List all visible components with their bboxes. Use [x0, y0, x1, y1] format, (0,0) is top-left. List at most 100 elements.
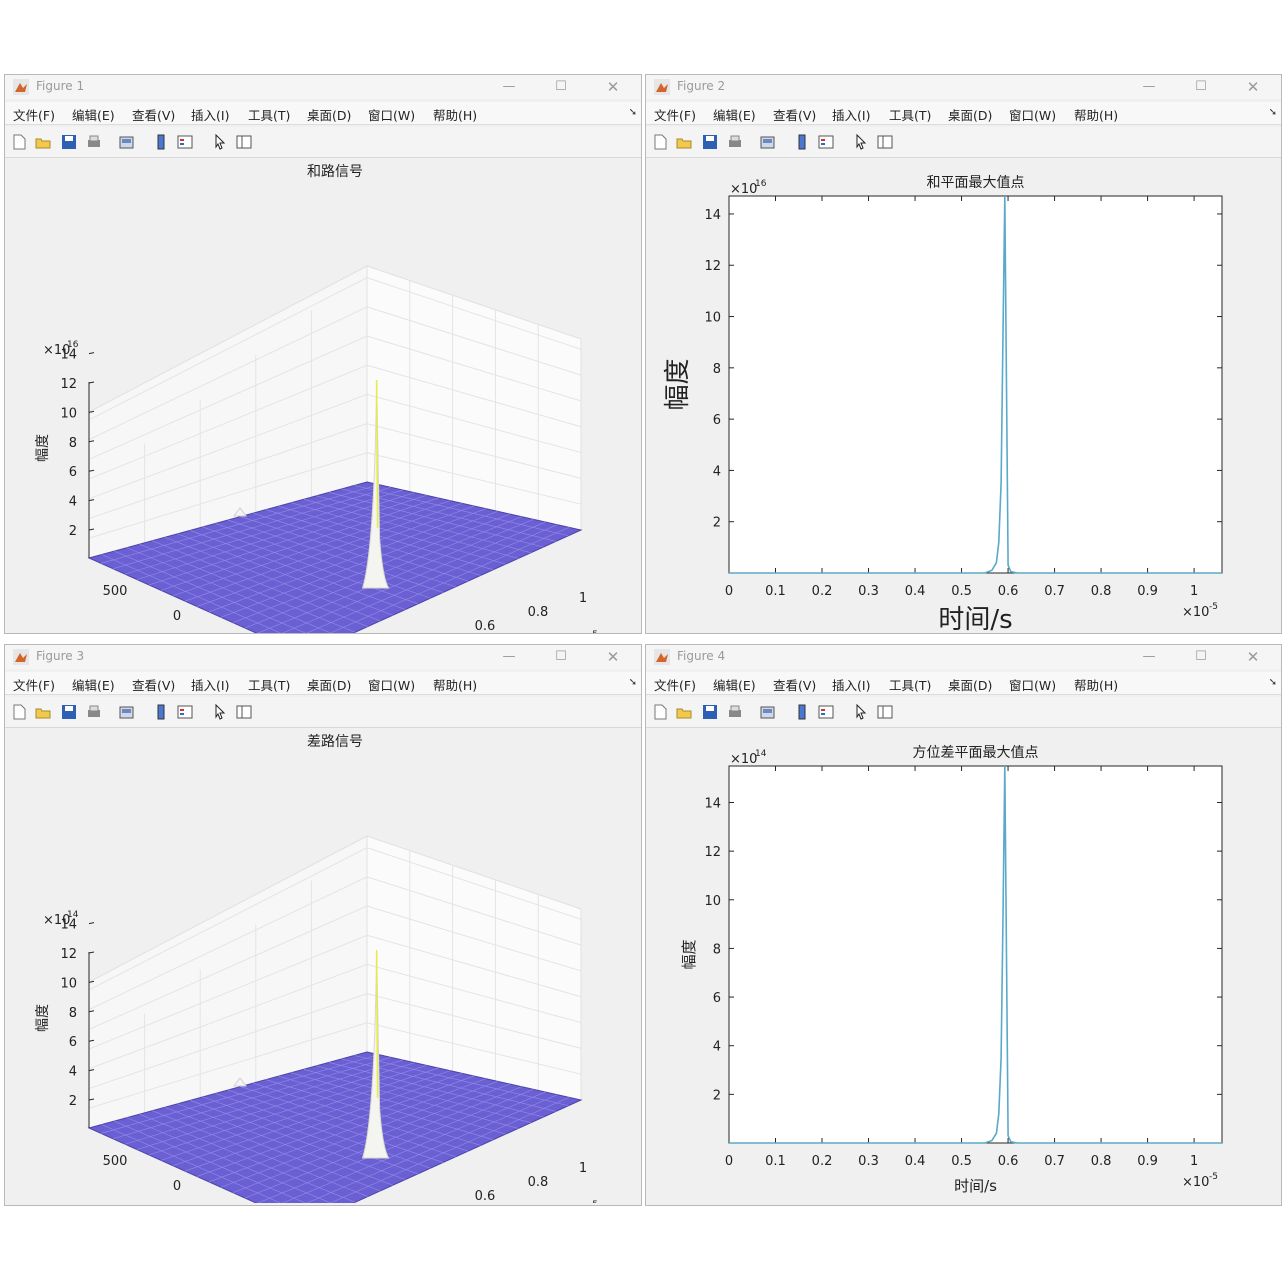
surface-chart[interactable]: 2468101214×10165000-500-100000.20.40.60.… [5, 158, 641, 633]
menu-item[interactable]: 工具(T) [889, 108, 932, 123]
maximize-button[interactable]: ☐ [1195, 79, 1207, 94]
menu-item[interactable]: 查看(V) [132, 678, 176, 693]
z-tick-label: 12 [60, 947, 77, 962]
print-icon[interactable] [85, 703, 103, 721]
minimize-button[interactable]: — [1142, 649, 1156, 664]
menu-item[interactable]: 窗口(W) [1009, 108, 1057, 123]
save-icon[interactable] [701, 703, 719, 721]
new-file-icon[interactable] [10, 703, 28, 721]
open-folder-icon[interactable] [675, 133, 693, 151]
legend-icon[interactable] [176, 133, 194, 151]
colorbar-icon[interactable] [152, 133, 170, 151]
legend-icon[interactable] [817, 133, 835, 151]
menu-item[interactable]: 插入(I) [832, 108, 871, 123]
new-file-icon[interactable] [10, 133, 28, 151]
print-icon[interactable] [726, 703, 744, 721]
menu-item[interactable]: 帮助(H) [1074, 108, 1119, 123]
open-folder-icon[interactable] [34, 133, 52, 151]
legend-icon[interactable] [176, 703, 194, 721]
surface-chart[interactable]: 2468101214×10145000-500-100000.20.40.60.… [5, 728, 641, 1203]
pointer-icon[interactable] [211, 703, 229, 721]
property-editor-icon[interactable] [235, 133, 253, 151]
close-button[interactable]: ✕ [1246, 78, 1260, 96]
y-tick-label: 2 [713, 1088, 721, 1103]
export-icon[interactable] [118, 703, 136, 721]
close-button[interactable]: ✕ [606, 648, 620, 666]
legend-icon[interactable] [817, 703, 835, 721]
menu-item[interactable]: 工具(T) [248, 678, 291, 693]
close-button[interactable]: ✕ [606, 78, 620, 96]
minimize-button[interactable]: — [1142, 79, 1156, 94]
property-editor-icon[interactable] [235, 703, 253, 721]
menu-item[interactable]: 文件(F) [654, 678, 696, 693]
y-tick-label: 500 [103, 584, 128, 599]
property-editor-icon[interactable] [876, 133, 894, 151]
minimize-button[interactable]: — [502, 649, 516, 664]
menu-item[interactable]: 桌面(D) [307, 108, 352, 123]
colorbar-icon[interactable] [793, 133, 811, 151]
save-icon[interactable] [60, 133, 78, 151]
maximize-button[interactable]: ☐ [555, 649, 567, 664]
pointer-icon[interactable] [852, 133, 870, 151]
pointer-icon[interactable] [211, 133, 229, 151]
menu-item[interactable]: 编辑(E) [713, 108, 756, 123]
x-tick-label: 0.9 [1137, 584, 1158, 599]
figure-window[interactable]: Figure 2 — ☐ ✕ 文件(F) 编辑(E) 查看(V) 插入(I) 工具(T) 桌面(D… [645, 74, 1282, 634]
menu-item[interactable]: 查看(V) [773, 108, 817, 123]
close-button[interactable]: ✕ [1246, 648, 1260, 666]
menu-item[interactable]: 插入(I) [191, 678, 230, 693]
x-tick-label: 0.6 [475, 619, 496, 633]
menu-item[interactable]: 帮助(H) [1074, 678, 1119, 693]
menu-item[interactable]: 工具(T) [889, 678, 932, 693]
menu-item[interactable]: 桌面(D) [948, 678, 993, 693]
export-icon[interactable] [118, 133, 136, 151]
menu-overflow-icon[interactable]: ➘ [628, 107, 637, 118]
menu-item[interactable]: 帮助(H) [433, 108, 478, 123]
figure-window[interactable]: Figure 4 — ☐ ✕ 文件(F) 编辑(E) 查看(V) 插入(I) 工具(T) 桌面(D… [645, 644, 1282, 1206]
pointer-icon[interactable] [852, 703, 870, 721]
menu-item[interactable]: 文件(F) [13, 678, 55, 693]
menu-item[interactable]: 插入(I) [832, 678, 871, 693]
plot-area: 2468101214×10145000-500-100000.20.40.60.… [5, 728, 641, 1205]
maximize-button[interactable]: ☐ [555, 79, 567, 94]
new-file-icon[interactable] [651, 133, 669, 151]
print-icon[interactable] [726, 133, 744, 151]
menu-overflow-icon[interactable]: ➘ [628, 677, 637, 688]
save-icon[interactable] [701, 133, 719, 151]
print-icon[interactable] [85, 133, 103, 151]
colorbar-icon[interactable] [152, 703, 170, 721]
menu-item[interactable]: 窗口(W) [368, 678, 416, 693]
menu-item[interactable]: 编辑(E) [72, 108, 115, 123]
new-file-icon[interactable] [651, 703, 669, 721]
figure-window[interactable]: Figure 1 — ☐ ✕ 文件(F) 编辑(E) 查看(V) 插入(I) 工具(T) 桌面(D… [4, 74, 642, 634]
menu-item[interactable]: 编辑(E) [713, 678, 756, 693]
menu-item[interactable]: 文件(F) [13, 108, 55, 123]
menu-item[interactable]: 窗口(W) [368, 108, 416, 123]
export-icon[interactable] [759, 703, 777, 721]
menu-item[interactable]: 工具(T) [248, 108, 291, 123]
y-axis-label: 幅度 [680, 939, 698, 969]
property-editor-icon[interactable] [876, 703, 894, 721]
menu-item[interactable]: 查看(V) [773, 678, 817, 693]
menu-item[interactable]: 查看(V) [132, 108, 176, 123]
export-icon[interactable] [759, 133, 777, 151]
menu-item[interactable]: 桌面(D) [948, 108, 993, 123]
menu-overflow-icon[interactable]: ➘ [1268, 107, 1277, 118]
colorbar-icon[interactable] [793, 703, 811, 721]
menu-item[interactable]: 桌面(D) [307, 678, 352, 693]
open-folder-icon[interactable] [34, 703, 52, 721]
menu-item[interactable]: 帮助(H) [433, 678, 478, 693]
menu-item[interactable]: 文件(F) [654, 108, 696, 123]
minimize-button[interactable]: — [502, 79, 516, 94]
maximize-button[interactable]: ☐ [1195, 649, 1207, 664]
menu-item[interactable]: 窗口(W) [1009, 678, 1057, 693]
menu-overflow-icon[interactable]: ➘ [1268, 677, 1277, 688]
menu-item[interactable]: 编辑(E) [72, 678, 115, 693]
save-icon[interactable] [60, 703, 78, 721]
x-exponent-power: -5 [1209, 602, 1218, 612]
figure-window[interactable]: Figure 3 — ☐ ✕ 文件(F) 编辑(E) 查看(V) 插入(I) 工具(T) 桌面(D… [4, 644, 642, 1206]
open-folder-icon[interactable] [675, 703, 693, 721]
menu-item[interactable]: 插入(I) [191, 108, 230, 123]
